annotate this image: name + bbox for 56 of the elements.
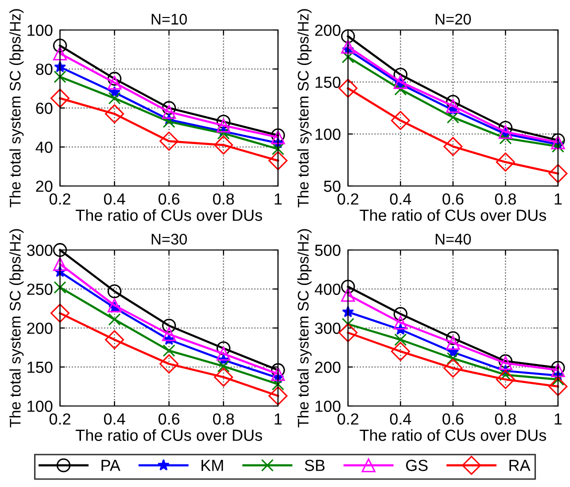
- y-axis-title: The total system SC (bps/Hz): [9, 229, 24, 428]
- y-tick-label: 300: [315, 322, 340, 334]
- x-tick-label: 1: [274, 194, 282, 205]
- y-tick-label: 100: [316, 400, 340, 412]
- x-tick-label: 1: [554, 194, 562, 205]
- x-tick-label: 0.4: [104, 193, 126, 205]
- y-tick-label: 200: [315, 24, 340, 36]
- x-axis-title: The ratio of CUs over DUs: [76, 209, 262, 221]
- legend-label: RA: [510, 460, 530, 471]
- y-tick-label: 40: [36, 142, 52, 153]
- legend-label: SB: [304, 460, 325, 472]
- x-tick-label: 0.2: [50, 413, 70, 425]
- y-tick-label: 80: [36, 64, 52, 75]
- y-tick-label: 200: [315, 362, 340, 373]
- y-tick-label: 20: [36, 180, 52, 192]
- y-axis-title: The total system SC (bps/Hz): [9, 9, 24, 208]
- x-tick-label: 0.8: [213, 413, 234, 425]
- x-axis-title: The ratio of CUs over DUs: [360, 429, 546, 441]
- y-tick-label: 100: [28, 24, 52, 36]
- x-axis-title: The ratio of CUs over DUs: [76, 429, 262, 441]
- chart-title: N=30: [152, 234, 187, 245]
- x-tick-label: 0.6: [158, 193, 180, 205]
- x-tick-label: 0.4: [104, 413, 126, 425]
- legend-label: GS: [406, 460, 428, 472]
- chart-title: N=40: [436, 234, 471, 245]
- chart-title: N=10: [152, 14, 187, 25]
- y-tick-label: 150: [316, 76, 340, 88]
- x-tick-label: 0.2: [50, 193, 70, 205]
- x-tick-label: 1: [274, 414, 282, 425]
- y-axis-title: The total system SC (bps/Hz): [297, 9, 312, 208]
- legend-label: KM: [202, 460, 223, 471]
- legend-label: PA: [102, 460, 120, 471]
- x-tick-label: 0.4: [390, 413, 412, 425]
- chart-title: N=20: [436, 14, 471, 25]
- x-axis-title: The ratio of CUs over DUs: [360, 209, 546, 221]
- y-tick-label: 400: [314, 284, 340, 295]
- y-axis-title: The total system SC (bps/Hz): [297, 229, 312, 428]
- x-tick-label: 0.8: [495, 413, 516, 425]
- y-tick-label: 200: [27, 322, 52, 334]
- y-tick-label: 150: [28, 362, 52, 373]
- x-tick-label: 0.6: [442, 413, 464, 425]
- x-tick-label: 0.2: [338, 193, 358, 205]
- x-tick-label: 0.2: [338, 413, 358, 425]
- x-tick-label: 0.4: [390, 193, 412, 205]
- y-tick-label: 500: [315, 244, 340, 256]
- y-tick-label: 300: [27, 244, 52, 256]
- y-tick-label: 100: [316, 128, 340, 140]
- x-tick-label: 0.6: [158, 413, 180, 425]
- x-tick-label: 0.8: [495, 193, 516, 205]
- y-tick-label: 60: [36, 102, 52, 114]
- y-tick-label: 50: [324, 180, 340, 192]
- x-tick-label: 0.6: [442, 193, 464, 205]
- x-tick-label: 1: [554, 414, 562, 425]
- y-tick-label: 100: [28, 400, 52, 412]
- x-tick-label: 0.8: [213, 193, 234, 205]
- y-tick-label: 250: [27, 284, 52, 295]
